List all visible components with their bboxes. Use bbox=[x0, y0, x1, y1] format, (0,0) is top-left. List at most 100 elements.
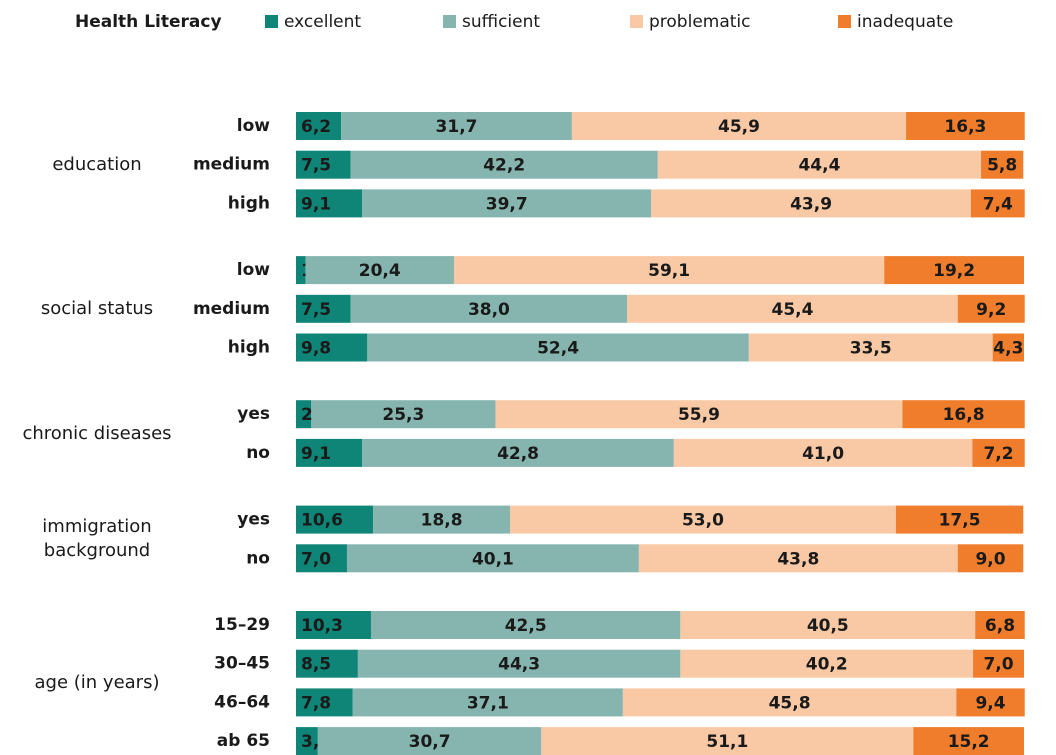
value-label: 7,8 bbox=[301, 693, 331, 713]
value-label: 44,4 bbox=[798, 156, 840, 176]
bar-segment bbox=[748, 333, 993, 362]
value-label: 9,0 bbox=[975, 549, 1005, 569]
value-label: 31,7 bbox=[436, 117, 478, 137]
value-label: 7,2 bbox=[983, 444, 1013, 464]
bar-segment bbox=[296, 189, 363, 218]
legend-title: Health Literacy bbox=[75, 12, 222, 32]
value-label: 42,8 bbox=[497, 444, 539, 464]
legend-label: inadequate bbox=[857, 12, 953, 32]
value-label: 9,4 bbox=[975, 693, 1005, 713]
bar-segment bbox=[367, 333, 749, 362]
value-label: 10,3 bbox=[301, 616, 343, 636]
category-label: no bbox=[246, 443, 270, 463]
bar-segment bbox=[571, 112, 907, 140]
category-label: high bbox=[228, 193, 270, 213]
value-label: 7,5 bbox=[301, 300, 331, 320]
value-label: 6,8 bbox=[985, 616, 1015, 636]
value-label: 45,4 bbox=[772, 300, 814, 320]
bar-segment bbox=[352, 688, 623, 717]
bar-segment bbox=[973, 649, 1024, 678]
bar-segment bbox=[957, 294, 1025, 323]
value-label: 45,8 bbox=[769, 693, 811, 713]
bar-segment bbox=[972, 438, 1025, 467]
category-label: yes bbox=[237, 510, 270, 530]
legend-swatch bbox=[838, 15, 851, 28]
bar-segment bbox=[350, 150, 658, 179]
bar-segment bbox=[902, 400, 1025, 429]
bar-segment bbox=[296, 727, 318, 755]
value-label: 9,1 bbox=[301, 194, 331, 214]
bar-segment bbox=[296, 544, 347, 573]
bar-segment bbox=[673, 438, 973, 467]
bar-segment bbox=[311, 400, 496, 429]
value-label: 40,1 bbox=[472, 549, 514, 569]
bar-segment bbox=[541, 727, 914, 755]
value-label: 59,1 bbox=[648, 261, 690, 281]
value-label: 6,2 bbox=[301, 117, 331, 137]
legend-swatch bbox=[630, 15, 643, 28]
group-label: social status bbox=[40, 297, 154, 319]
value-label: 55,9 bbox=[678, 405, 720, 425]
bar-segment bbox=[510, 505, 896, 534]
bar-segment bbox=[296, 150, 351, 179]
bar-segment bbox=[895, 505, 1024, 534]
category-label: yes bbox=[237, 404, 270, 424]
bar-segment bbox=[296, 438, 363, 467]
value-label: 7,4 bbox=[983, 194, 1013, 214]
legend-swatch bbox=[265, 15, 278, 28]
value-label: 4,3 bbox=[993, 339, 1023, 359]
value-label: 9,1 bbox=[301, 444, 331, 464]
bar-segment bbox=[296, 256, 306, 285]
bar-segment bbox=[373, 505, 511, 534]
bar-segment bbox=[956, 688, 1025, 717]
bar-segment bbox=[957, 544, 1024, 573]
bar-segment bbox=[622, 688, 957, 717]
bar-segment bbox=[975, 611, 1025, 639]
value-label: 33,5 bbox=[850, 339, 892, 359]
bar-segment bbox=[296, 688, 353, 717]
value-label: 25,3 bbox=[382, 405, 424, 425]
bar-segment bbox=[970, 189, 1025, 218]
bar-segment bbox=[913, 727, 1024, 755]
bar-segment bbox=[296, 400, 312, 429]
value-label: 39,7 bbox=[486, 194, 528, 214]
value-label: 42,5 bbox=[505, 616, 547, 636]
value-label: 40,5 bbox=[807, 616, 849, 636]
category-label: 30–45 bbox=[214, 654, 270, 674]
bar-segment bbox=[638, 544, 958, 573]
category-label: low bbox=[237, 260, 271, 280]
bar-segment bbox=[495, 400, 903, 429]
value-label: 18,8 bbox=[421, 511, 463, 531]
value-label: 40,2 bbox=[806, 655, 848, 675]
value-label: 43,8 bbox=[777, 549, 819, 569]
bar-segment bbox=[362, 438, 674, 467]
value-label: 43,9 bbox=[790, 194, 832, 214]
bar-segment bbox=[453, 256, 885, 285]
bar-segment bbox=[305, 256, 454, 285]
bar-segment bbox=[627, 294, 958, 323]
group-label: education bbox=[52, 153, 142, 175]
category-label: medium bbox=[193, 155, 270, 175]
bar-segment bbox=[906, 112, 1025, 140]
group-label: immigration background bbox=[42, 515, 152, 561]
bar-segment bbox=[296, 333, 368, 362]
group-label: age (in years) bbox=[34, 672, 160, 694]
bar-segment bbox=[651, 189, 971, 218]
category-label: 46–64 bbox=[214, 692, 270, 712]
group-label: chronic diseases bbox=[22, 422, 172, 444]
value-label: 41,0 bbox=[802, 444, 844, 464]
value-label: 44,3 bbox=[498, 655, 540, 675]
value-label: 16,3 bbox=[944, 117, 986, 137]
value-label: 17,5 bbox=[939, 511, 981, 531]
value-label: 45,9 bbox=[718, 117, 760, 137]
bar-segment bbox=[346, 544, 639, 573]
value-label: 7,5 bbox=[301, 156, 331, 176]
bar-segment bbox=[362, 189, 652, 218]
category-label: 15–29 bbox=[214, 615, 270, 635]
value-label: 19,2 bbox=[933, 261, 975, 281]
value-label: 15,2 bbox=[948, 732, 990, 752]
bar-segment bbox=[317, 727, 542, 755]
value-label: 38,0 bbox=[468, 300, 510, 320]
